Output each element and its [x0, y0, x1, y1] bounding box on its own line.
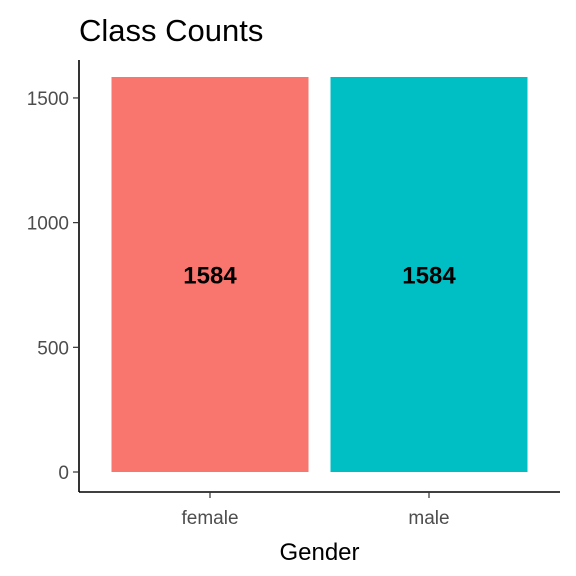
- x-tick-label-female: female: [181, 508, 238, 529]
- y-tick-label-0: 0: [58, 463, 69, 484]
- chart-title: Class Counts: [79, 13, 263, 48]
- data-label-male: 1584: [402, 263, 456, 290]
- bar-male: [330, 77, 528, 472]
- y-tick-label-500: 500: [37, 338, 69, 359]
- y-tick-label-1000: 1000: [27, 214, 69, 235]
- data-labels-group: 1584 1584: [183, 263, 456, 290]
- y-axis-ticks: 0 500 1000 1500: [27, 89, 79, 484]
- y-tick-label-1500: 1500: [27, 89, 69, 110]
- x-axis-title: Gender: [279, 539, 359, 566]
- bar-female: [111, 77, 309, 472]
- bars-group: [111, 77, 528, 472]
- x-tick-label-male: male: [408, 508, 449, 529]
- data-label-female: 1584: [183, 263, 237, 290]
- x-axis-ticks: female male: [181, 492, 450, 529]
